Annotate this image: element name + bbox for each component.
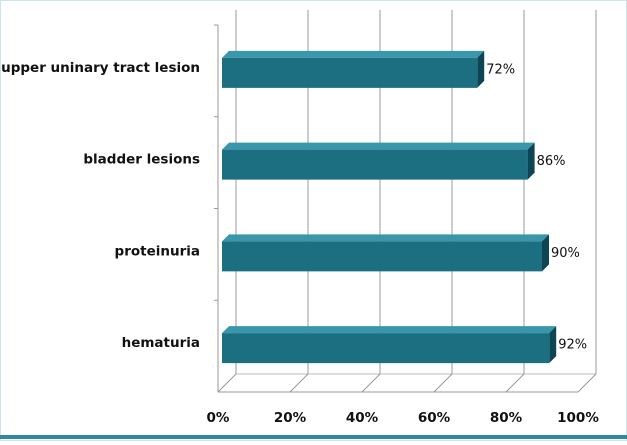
y-tick-label: hematuria — [122, 335, 200, 351]
bar-side — [527, 142, 535, 180]
x-tick-label: 0% — [207, 410, 230, 426]
grid-line — [433, 373, 453, 393]
value-label: 86% — [537, 154, 566, 169]
grid-line — [577, 373, 597, 393]
bar-top — [222, 234, 549, 242]
bar — [222, 57, 478, 88]
value-label: 72% — [486, 62, 515, 77]
bar-side — [542, 234, 549, 272]
bar-top — [222, 142, 535, 150]
value-label: 90% — [551, 246, 580, 261]
x-tick-label: 80% — [490, 410, 523, 426]
grid-line — [505, 373, 525, 393]
bar-top — [222, 50, 485, 58]
value-label: 92% — [558, 338, 587, 353]
bar-side — [477, 50, 485, 88]
x-tick-label: 40% — [346, 410, 379, 426]
x-tick-label: 60% — [418, 410, 451, 426]
grid-line — [217, 373, 237, 393]
bar-side — [549, 326, 557, 364]
y-tick-label: bladder lesions — [83, 152, 200, 168]
grid-line — [361, 373, 381, 393]
grid-line — [289, 373, 309, 393]
bar-top — [222, 326, 557, 334]
x-tick-label: 20% — [274, 410, 307, 426]
bar — [222, 241, 542, 272]
x-tick-label: 100% — [557, 410, 599, 426]
bar — [222, 149, 528, 180]
y-tick-label: upper uninary tract lesion — [1, 60, 200, 76]
y-tick-label: proteinuria — [115, 243, 200, 259]
bar — [222, 333, 550, 364]
